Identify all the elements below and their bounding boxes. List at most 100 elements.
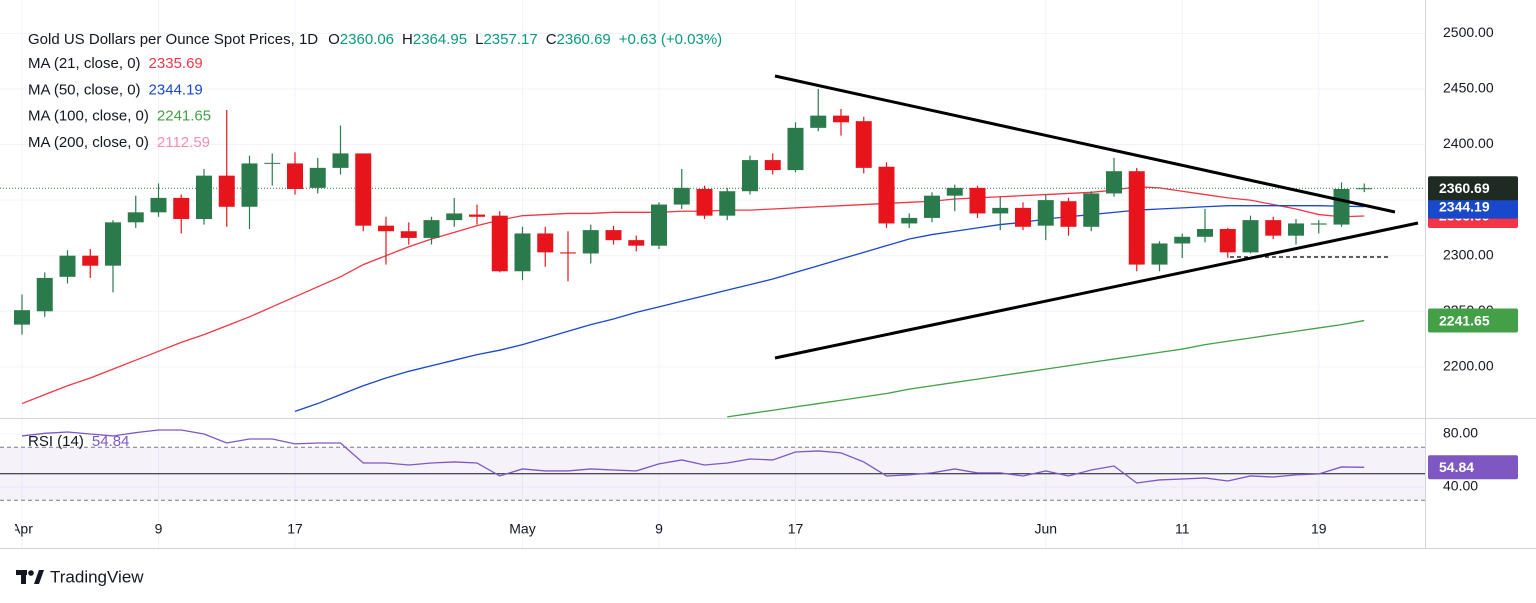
y-tick-label: 2200.00	[1443, 358, 1494, 374]
candle-body	[1060, 201, 1077, 227]
candle-body	[924, 195, 940, 218]
candle-body	[173, 197, 190, 220]
candle-body	[1106, 171, 1122, 194]
candle-body	[742, 160, 758, 192]
candle-body	[36, 277, 53, 312]
candle-body	[1151, 243, 1168, 265]
ohlc-key: C	[546, 31, 557, 48]
candle-body	[1037, 200, 1054, 226]
rsi-line	[21, 429, 1365, 484]
candle-body	[1333, 188, 1350, 225]
legend-name: MA (200, close, 0)	[28, 134, 149, 151]
candle-body	[469, 214, 485, 217]
moving-average	[21, 186, 1365, 405]
candle-body	[969, 187, 986, 214]
x-tick-label: Jun	[1034, 521, 1057, 537]
x-tick-label: Apr	[11, 521, 33, 537]
candle-body	[241, 163, 258, 207]
candle-body	[59, 255, 76, 277]
x-tick-label: 11	[1175, 521, 1190, 537]
candle-body	[127, 212, 144, 223]
candle-body	[514, 233, 531, 272]
ohlc-key: L	[475, 31, 483, 48]
candle-body	[605, 230, 622, 241]
lower-trendline	[774, 221, 1419, 360]
ma-price-tag-bg	[1428, 194, 1518, 219]
ohlc-key: O	[328, 31, 340, 48]
rsi-name: RSI (14)	[28, 433, 84, 450]
x-tick-label: 17	[788, 521, 804, 537]
price-pane	[0, 88, 1425, 418]
x-tick-label: 9	[155, 521, 163, 537]
rsi-value-tag-bg	[1428, 455, 1518, 480]
candle-body	[1310, 223, 1327, 225]
candle-body	[332, 153, 349, 168]
x-tick-label: 9	[655, 521, 663, 537]
candle-body	[446, 213, 463, 221]
candle-body	[150, 197, 167, 213]
candle-body	[946, 187, 963, 196]
legend-entry: MA (200, close, 0) 2112.59	[28, 134, 210, 151]
candle-body	[1128, 171, 1145, 265]
legend: Gold US Dollars per Ounce Spot Prices, 1…	[28, 31, 722, 450]
chart-header: Gold US Dollars per Ounce Spot Prices, 1…	[28, 31, 722, 48]
candle-body	[651, 204, 667, 246]
candle-body	[82, 255, 99, 266]
candle-body	[1219, 229, 1236, 253]
candle-body	[901, 217, 918, 224]
rsi-value-tag: 54.84	[1439, 459, 1474, 475]
candle-body	[309, 167, 326, 188]
legend-entry: MA (21, close, 0) 2335.69	[28, 55, 203, 72]
candle-body	[1174, 236, 1191, 244]
candle-body	[1242, 220, 1259, 253]
legend-value: 2241.65	[157, 108, 211, 125]
legend-entry: MA (100, close, 0) 2241.65	[28, 108, 211, 125]
trendlines	[774, 74, 1419, 360]
last-price-tag-bg	[1428, 176, 1518, 201]
y-tick-label: 2500.00	[1443, 24, 1494, 40]
candle-body	[196, 175, 212, 220]
candle-body	[878, 166, 895, 224]
ohlc-key: H	[402, 31, 413, 48]
ohlc-value: 2360.69	[557, 31, 611, 48]
ohlc-value: 2364.95	[413, 31, 467, 48]
candle-body	[787, 127, 804, 171]
candle-body	[560, 252, 576, 254]
x-axis: Apr 9 17 May 9 17 Jun 11 19	[11, 521, 1327, 537]
x-tick-label: 17	[287, 521, 303, 537]
candle-body	[1197, 229, 1213, 237]
candle-body	[1288, 223, 1304, 236]
candle-body	[400, 231, 417, 238]
moving-average	[294, 205, 1365, 412]
last-price-tag: 2360.69	[1439, 180, 1490, 196]
candle-body	[1356, 188, 1373, 190]
legend-entry: MA (50, close, 0) 2344.19	[28, 81, 203, 98]
candle-body	[696, 188, 713, 216]
legend-name: MA (50, close, 0)	[28, 81, 141, 98]
logo-dot	[28, 570, 34, 576]
ma-price-tag: 2241.65	[1439, 312, 1490, 328]
chart-title: Gold US Dollars per Ounce Spot Prices, 1…	[28, 31, 318, 48]
candle-body	[378, 225, 394, 232]
candle-body	[1265, 220, 1282, 236]
x-tick-label: May	[509, 521, 535, 537]
candle-body	[537, 233, 554, 253]
candle-body	[628, 240, 645, 246]
legend-name: MA (21, close, 0)	[28, 55, 141, 72]
candle-body	[287, 163, 303, 189]
candle-body	[491, 215, 508, 272]
price-axis: 2200.002250.002300.002350.002400.002450.…	[1428, 24, 1518, 494]
candle-body	[355, 153, 372, 226]
candle-body	[855, 121, 872, 168]
ohlc-value: 2360.06	[340, 31, 394, 48]
candle-body	[218, 175, 235, 207]
tradingview-logo: TradingView	[16, 567, 144, 586]
candle-body	[1015, 207, 1031, 227]
moving-average	[727, 319, 1365, 418]
candle-body	[14, 310, 30, 325]
x-tick-label: 19	[1311, 521, 1327, 537]
rsi-tick-label: 80.00	[1443, 425, 1478, 441]
candle-body	[810, 115, 827, 128]
